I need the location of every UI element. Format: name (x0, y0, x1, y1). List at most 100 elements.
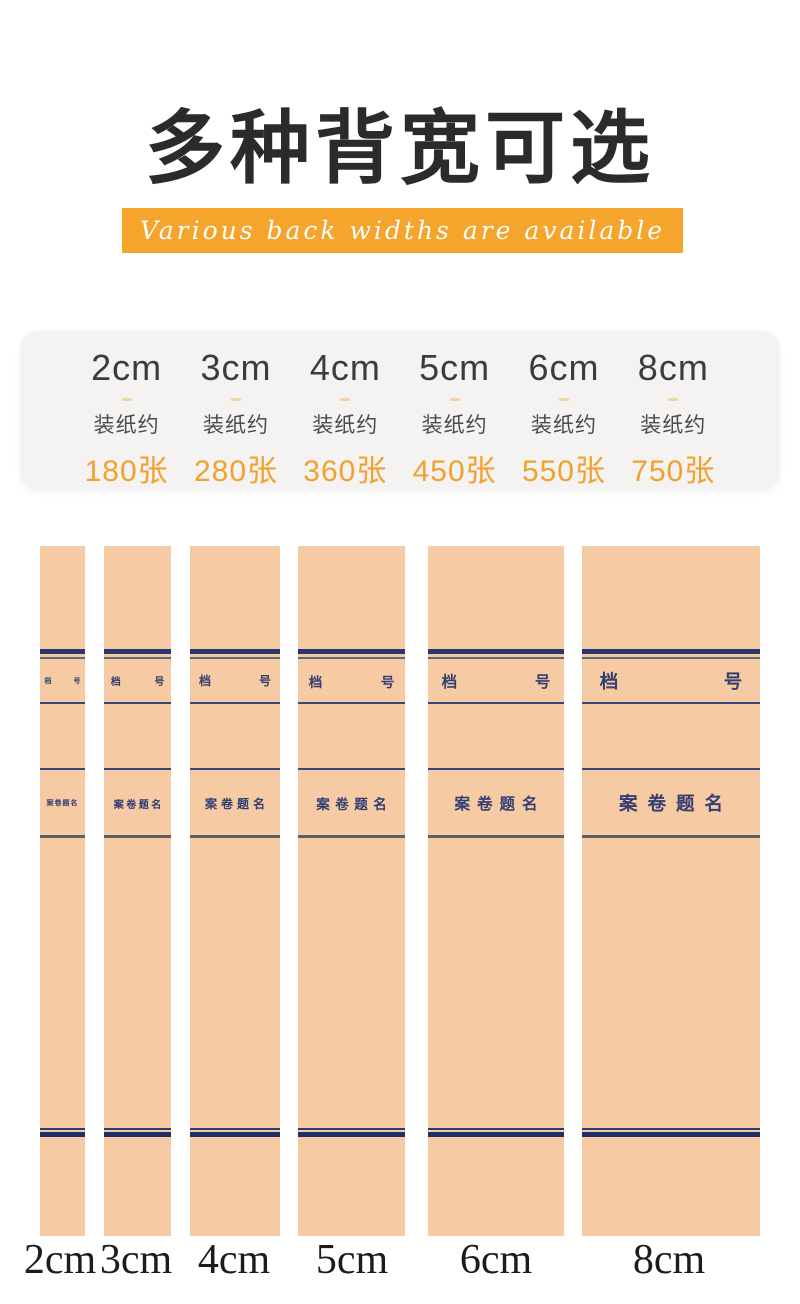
spine-top-rule (582, 649, 760, 654)
spine-top-rule (428, 649, 564, 654)
spine-top-thin-rule (428, 657, 564, 659)
capacity-value: 750张 (631, 455, 716, 488)
capacity-value: 280张 (193, 455, 279, 488)
bottom-thick-rule (190, 1132, 280, 1137)
file-number-char-right: 号 (380, 674, 395, 690)
capacity-value: 450张 (412, 455, 497, 488)
case-title-label: 案卷题名 (46, 800, 79, 807)
dash-divider (668, 398, 679, 401)
divider-rule (190, 768, 280, 770)
case-title-label: 案卷题名 (204, 796, 269, 811)
bottom-thick-rule (104, 1132, 171, 1137)
file-number-char-right: 号 (154, 677, 165, 688)
capacity-card: 2cm 装纸约 180张 3cm 装纸约 280张 4cm 装纸约 360张 5… (20, 331, 780, 490)
case-title-label: 案卷题名 (618, 793, 733, 814)
divider-rule (582, 702, 760, 704)
dash-divider (449, 398, 460, 401)
dash-divider (230, 398, 241, 401)
width-label-4cm: 4cm (197, 1237, 271, 1283)
size-label: 8cm (637, 347, 709, 388)
file-number-row: 档 号 (582, 659, 760, 702)
capacity-column-5cm: 5cm 装纸约 450张 (400, 347, 509, 490)
dash-divider (558, 398, 569, 401)
bottom-thin-rule (40, 1128, 85, 1130)
dash-divider (340, 398, 351, 401)
capacity-column-4cm: 4cm 装纸约 360张 (291, 347, 400, 490)
bottom-thick-rule (40, 1132, 85, 1137)
file-number-char-right: 号 (258, 674, 271, 688)
spine-top-thin-rule (298, 657, 405, 659)
capacity-value: 360张 (303, 455, 388, 488)
subtitle-text: Various back widths are available (139, 216, 666, 245)
file-number-char-left: 档 (110, 677, 121, 688)
bottom-thin-rule (582, 1128, 760, 1130)
capacity-column-3cm: 3cm 装纸约 280张 (181, 347, 290, 490)
spine-strip-3cm: 档 号 案卷题名 (104, 546, 171, 1236)
capacity-prefix: 装纸约 (421, 414, 488, 437)
spine-top-thin-rule (582, 657, 760, 659)
divider-rule (582, 835, 760, 838)
spine-strip-8cm: 档 号 案卷题名 (582, 546, 760, 1236)
width-label-5cm: 5cm (315, 1237, 389, 1283)
page-title: 多种背宽可选 (145, 106, 655, 194)
divider-rule (190, 702, 280, 704)
file-number-row: 档 号 (428, 659, 564, 702)
bottom-thin-rule (190, 1128, 280, 1130)
file-number-char-right: 号 (534, 673, 551, 691)
case-title-label: 案卷题名 (316, 797, 393, 812)
capacity-prefix: 装纸约 (93, 414, 160, 437)
spine-strip-6cm: 档 号 案卷题名 (428, 546, 564, 1236)
divider-rule (40, 702, 85, 704)
bottom-thick-rule (582, 1132, 760, 1137)
case-title-label: 案卷题名 (113, 799, 164, 811)
capacity-value: 550张 (521, 455, 606, 488)
divider-rule (104, 702, 171, 704)
spine-strip-5cm: 档 号 案卷题名 (298, 546, 405, 1236)
file-number-char-left: 档 (599, 670, 619, 692)
capacity-prefix: 装纸约 (640, 414, 707, 437)
file-number-char-right: 号 (723, 670, 743, 692)
spine-strip-4cm: 档 号 案卷题名 (190, 546, 280, 1236)
divider-rule (582, 768, 760, 770)
capacity-value: 180张 (84, 455, 169, 488)
divider-rule (298, 768, 405, 770)
file-number-char-left: 档 (44, 677, 52, 685)
file-number-row: 档 号 (298, 659, 405, 702)
divider-rule (40, 835, 85, 838)
spine-top-rule (104, 649, 171, 654)
spine-top-thin-rule (190, 657, 280, 659)
file-number-row: 档 号 (104, 659, 171, 702)
divider-rule (298, 835, 405, 838)
bottom-thin-rule (298, 1128, 405, 1130)
size-label: 2cm (91, 347, 163, 388)
bottom-thin-rule (428, 1128, 564, 1130)
width-label-6cm: 6cm (459, 1237, 533, 1283)
file-number-row: 档 号 (40, 659, 85, 702)
case-title-label: 案卷题名 (454, 796, 545, 813)
divider-rule (40, 768, 85, 770)
width-label-3cm: 3cm (99, 1237, 173, 1283)
spine-top-thin-rule (104, 657, 171, 659)
spine-top-rule (190, 649, 280, 654)
divider-rule (298, 702, 405, 704)
divider-rule (428, 835, 564, 838)
file-number-char-left: 档 (441, 673, 458, 691)
file-number-char-right: 号 (73, 677, 81, 685)
size-label: 6cm (528, 347, 600, 388)
width-label-8cm: 8cm (632, 1237, 706, 1283)
divider-rule (428, 768, 564, 770)
bottom-thick-rule (428, 1132, 564, 1137)
file-number-row: 档 号 (190, 659, 280, 702)
dash-divider (121, 398, 132, 401)
subtitle-banner: Various back widths are available (122, 208, 683, 253)
file-number-char-left: 档 (308, 674, 323, 690)
spine-top-thin-rule (40, 657, 85, 659)
spine-top-rule (298, 649, 405, 654)
size-label: 4cm (309, 347, 381, 388)
size-label: 5cm (419, 347, 491, 388)
capacity-column-6cm: 6cm 装纸约 550张 (509, 347, 618, 490)
bottom-thin-rule (104, 1128, 171, 1130)
bottom-thick-rule (298, 1132, 405, 1137)
spine-top-rule (40, 649, 85, 654)
